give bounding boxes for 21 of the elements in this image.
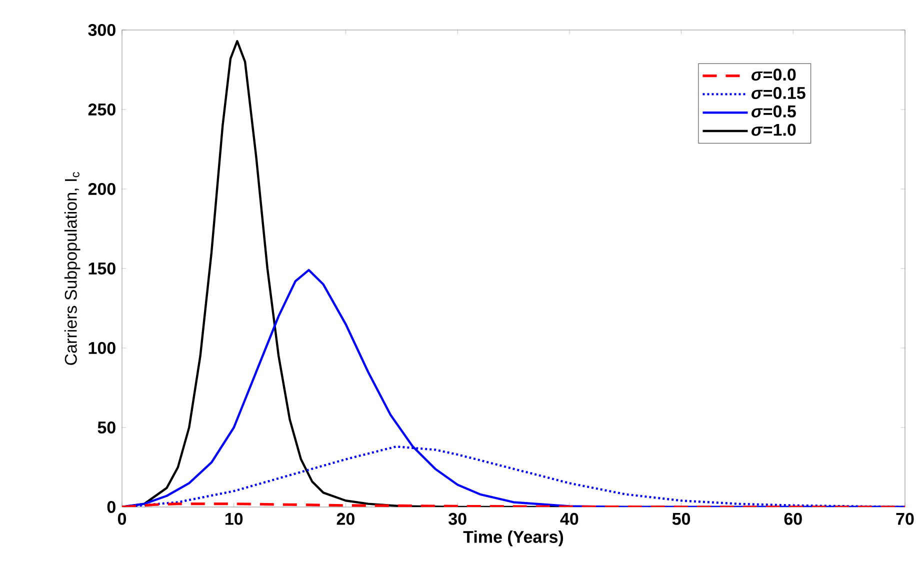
x-tick-label: 70 bbox=[896, 512, 914, 525]
x-axis-title: Time (Years) bbox=[463, 530, 564, 546]
x-tick-label: 20 bbox=[336, 512, 354, 525]
y-tick-label: 200 bbox=[88, 182, 116, 196]
x-tick-label: 10 bbox=[225, 512, 243, 525]
y-tick-label: 250 bbox=[88, 103, 116, 116]
y-axis-title: Carriers Subpopulation, I$_{c}$ bbox=[64, 172, 80, 365]
legend-label: σ=1.0 bbox=[752, 124, 796, 136]
x-tick-label: 60 bbox=[784, 512, 802, 525]
x-tick-label: 40 bbox=[560, 512, 578, 525]
y-tick-label: 50 bbox=[98, 421, 116, 434]
y-tick-label: 100 bbox=[88, 342, 116, 354]
y-tick-label: 150 bbox=[88, 262, 116, 275]
x-tick-label: 0 bbox=[118, 512, 126, 525]
x-tick-label: 30 bbox=[448, 512, 466, 525]
y-tick-label: 300 bbox=[88, 24, 116, 36]
x-tick-label: 50 bbox=[672, 512, 690, 525]
legend-label: σ=0.15 bbox=[752, 86, 806, 100]
legend-label: σ=0.0 bbox=[752, 68, 796, 81]
y-tick-label: 0 bbox=[107, 500, 116, 514]
legend-label: σ=0.5 bbox=[752, 105, 796, 118]
